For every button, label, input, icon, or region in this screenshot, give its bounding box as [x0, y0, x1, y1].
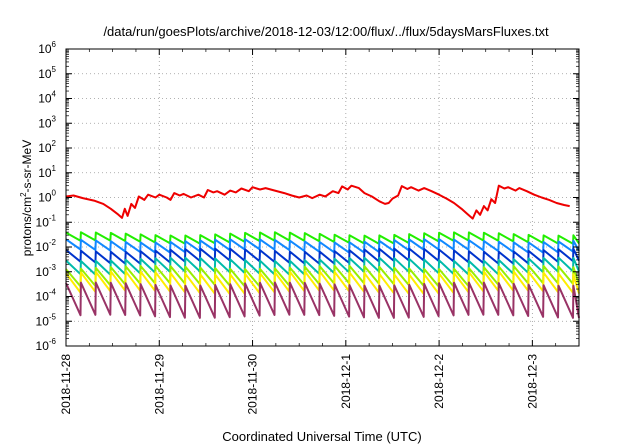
y-axis: 10-6 10-5 10-4 10-3 10-2 10-1 100 101 102 103 104 1… — [36, 40, 579, 353]
y-tick-label: 104 — [38, 90, 56, 106]
series-line-2 — [65, 231, 580, 245]
y-tick-label: 103 — [38, 114, 56, 130]
y-tick-label: 10-1 — [36, 213, 57, 229]
x-tick-label: 2018-12-2 — [432, 354, 446, 409]
y-tick-label: 10-6 — [36, 337, 57, 353]
x-tick-label: 2018-12-3 — [525, 354, 539, 409]
y-tick-label: 10-4 — [36, 288, 57, 304]
x-tick-label: 2018-11-30 — [246, 354, 260, 415]
y-tick-label: 106 — [38, 40, 56, 56]
y-tick-label: 102 — [38, 139, 56, 155]
x-tick-label: 2018-11-28 — [59, 354, 73, 415]
series-group — [65, 184, 580, 319]
y-tick-label: 10-5 — [36, 312, 57, 328]
chart-title: /data/run/goesPlots/archive/2018-12-03/1… — [103, 24, 549, 39]
series-line-8 — [65, 281, 580, 319]
series-line-1 — [65, 184, 570, 220]
series-line-7 — [65, 270, 580, 295]
x-axis: 2018-11-28 2018-11-29 2018-11-30 2018-12-1 2… — [59, 49, 557, 415]
series-line-3 — [65, 238, 580, 254]
y-axis-label: protons/cm2-s-sr-MeV — [19, 140, 34, 256]
y-tick-label: 101 — [38, 164, 56, 180]
y-tick-label: 105 — [38, 65, 56, 81]
grid — [66, 49, 579, 346]
x-tick-label: 2018-11-29 — [152, 354, 166, 415]
series-line-4 — [65, 247, 580, 265]
y-tick-label: 100 — [38, 189, 56, 205]
y-tick-label: 10-2 — [36, 238, 57, 254]
x-tick-label: 2018-12-1 — [339, 354, 353, 409]
x-axis-label: Coordinated Universal Time (UTC) — [222, 429, 421, 444]
y-tick-label: 10-3 — [36, 263, 57, 279]
